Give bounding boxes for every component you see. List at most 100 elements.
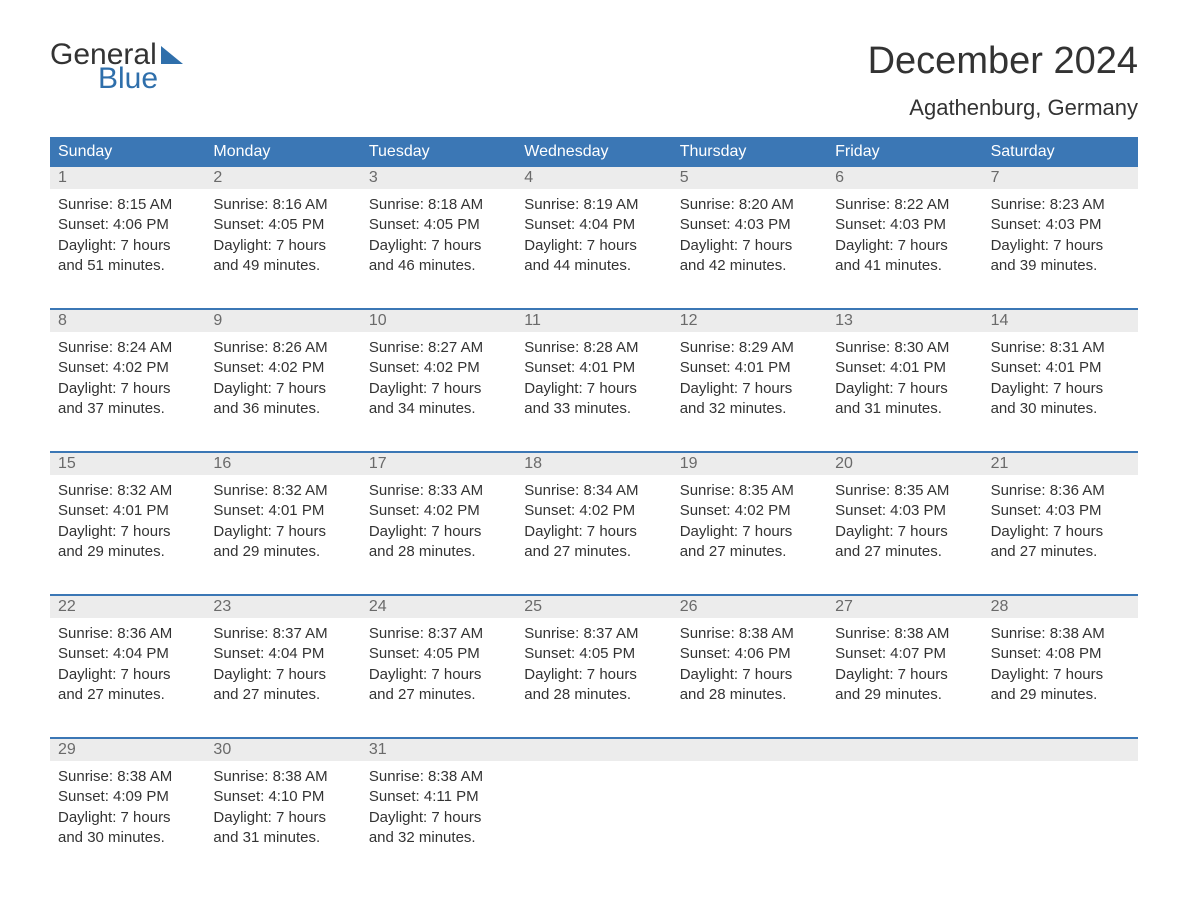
daylight-line-1: Daylight: 7 hours <box>991 665 1130 685</box>
sunrise-line: Sunrise: 8:37 AM <box>213 624 352 644</box>
calendar-cell <box>827 739 982 852</box>
calendar-cell: 26Sunrise: 8:38 AMSunset: 4:06 PMDayligh… <box>672 596 827 709</box>
calendar-week: 15Sunrise: 8:32 AMSunset: 4:01 PMDayligh… <box>50 451 1138 566</box>
cell-body: Sunrise: 8:20 AMSunset: 4:03 PMDaylight:… <box>672 189 827 280</box>
day-header: Sunday <box>50 137 205 167</box>
daylight-line-2: and 28 minutes. <box>369 542 508 562</box>
sunrise-line: Sunrise: 8:38 AM <box>680 624 819 644</box>
sunset-line: Sunset: 4:06 PM <box>58 215 197 235</box>
cell-body: Sunrise: 8:31 AMSunset: 4:01 PMDaylight:… <box>983 332 1138 423</box>
sunset-line: Sunset: 4:02 PM <box>680 501 819 521</box>
cell-body: Sunrise: 8:16 AMSunset: 4:05 PMDaylight:… <box>205 189 360 280</box>
day-header: Friday <box>827 137 982 167</box>
cell-body <box>672 761 827 771</box>
location: Agathenburg, Germany <box>868 95 1138 121</box>
calendar-cell: 17Sunrise: 8:33 AMSunset: 4:02 PMDayligh… <box>361 453 516 566</box>
day-number: 1 <box>58 169 67 186</box>
daynum-row: 13 <box>827 310 982 332</box>
sunrise-line: Sunrise: 8:32 AM <box>58 481 197 501</box>
calendar-cell: 8Sunrise: 8:24 AMSunset: 4:02 PMDaylight… <box>50 310 205 423</box>
daylight-line-2: and 33 minutes. <box>524 399 663 419</box>
daynum-row: 20 <box>827 453 982 475</box>
day-number: 15 <box>58 455 76 472</box>
calendar-cell: 1Sunrise: 8:15 AMSunset: 4:06 PMDaylight… <box>50 167 205 280</box>
cell-body: Sunrise: 8:35 AMSunset: 4:03 PMDaylight:… <box>827 475 982 566</box>
daylight-line-2: and 30 minutes. <box>58 828 197 848</box>
daynum-row: 3 <box>361 167 516 189</box>
daylight-line-1: Daylight: 7 hours <box>680 236 819 256</box>
cell-body: Sunrise: 8:22 AMSunset: 4:03 PMDaylight:… <box>827 189 982 280</box>
cell-body <box>827 761 982 771</box>
sunrise-line: Sunrise: 8:22 AM <box>835 195 974 215</box>
daynum-row: 29 <box>50 739 205 761</box>
sunset-line: Sunset: 4:03 PM <box>991 215 1130 235</box>
cell-body: Sunrise: 8:28 AMSunset: 4:01 PMDaylight:… <box>516 332 671 423</box>
cell-body: Sunrise: 8:38 AMSunset: 4:11 PMDaylight:… <box>361 761 516 852</box>
daynum-row: 27 <box>827 596 982 618</box>
calendar-cell <box>983 739 1138 852</box>
day-header: Wednesday <box>516 137 671 167</box>
day-number <box>524 741 528 758</box>
daynum-row: 28 <box>983 596 1138 618</box>
daylight-line-1: Daylight: 7 hours <box>680 522 819 542</box>
sunrise-line: Sunrise: 8:36 AM <box>58 624 197 644</box>
daylight-line-1: Daylight: 7 hours <box>524 665 663 685</box>
header: General Blue December 2024 Agathenburg, … <box>50 40 1138 129</box>
sunset-line: Sunset: 4:02 PM <box>369 358 508 378</box>
day-number: 13 <box>835 312 853 329</box>
calendar-cell: 28 Sunrise: 8:38 AMSunset: 4:08 PMDayligh… <box>983 596 1138 709</box>
daylight-line-1: Daylight: 7 hours <box>58 665 197 685</box>
daylight-line-1: Daylight: 7 hours <box>524 236 663 256</box>
sunset-line: Sunset: 4:05 PM <box>369 215 508 235</box>
daylight-line-1: Daylight: 7 hours <box>369 665 508 685</box>
calendar-cell: 18Sunrise: 8:34 AMSunset: 4:02 PMDayligh… <box>516 453 671 566</box>
daylight-line-2: and 36 minutes. <box>213 399 352 419</box>
sunset-line: Sunset: 4:05 PM <box>213 215 352 235</box>
daynum-row: 5 <box>672 167 827 189</box>
cell-body: Sunrise: 8:38 AMSunset: 4:08 PMDaylight:… <box>983 618 1138 709</box>
day-number: 11 <box>524 312 541 329</box>
calendar-cell: 25Sunrise: 8:37 AMSunset: 4:05 PMDayligh… <box>516 596 671 709</box>
cell-body: Sunrise: 8:26 AMSunset: 4:02 PMDaylight:… <box>205 332 360 423</box>
calendar: SundayMondayTuesdayWednesdayThursdayFrid… <box>50 137 1138 852</box>
daylight-line-2: and 29 minutes. <box>835 685 974 705</box>
cell-body: Sunrise: 8:38 AMSunset: 4:09 PMDaylight:… <box>50 761 205 852</box>
daylight-line-2: and 49 minutes. <box>213 256 352 276</box>
day-number: 6 <box>835 169 844 186</box>
sunset-line: Sunset: 4:03 PM <box>680 215 819 235</box>
sunrise-line: Sunrise: 8:38 AM <box>369 767 508 787</box>
day-number: 28 <box>991 598 1009 615</box>
calendar-cell: 24Sunrise: 8:37 AMSunset: 4:05 PMDayligh… <box>361 596 516 709</box>
day-number: 19 <box>680 455 698 472</box>
day-number: 7 <box>991 169 1000 186</box>
day-number: 18 <box>524 455 542 472</box>
daynum-row <box>827 739 982 761</box>
daylight-line-2: and 46 minutes. <box>369 256 508 276</box>
daylight-line-1: Daylight: 7 hours <box>213 522 352 542</box>
daynum-row: 24 <box>361 596 516 618</box>
daylight-line-1: Daylight: 7 hours <box>835 522 974 542</box>
daynum-row <box>516 739 671 761</box>
daylight-line-1: Daylight: 7 hours <box>835 379 974 399</box>
sunset-line: Sunset: 4:01 PM <box>58 501 197 521</box>
calendar-cell: 13Sunrise: 8:30 AMSunset: 4:01 PMDayligh… <box>827 310 982 423</box>
daylight-line-1: Daylight: 7 hours <box>369 379 508 399</box>
daynum-row: 9 <box>205 310 360 332</box>
daylight-line-2: and 42 minutes. <box>680 256 819 276</box>
sunset-line: Sunset: 4:11 PM <box>369 787 508 807</box>
day-number: 16 <box>213 455 231 472</box>
sunrise-line: Sunrise: 8:16 AM <box>213 195 352 215</box>
day-number: 22 <box>58 598 76 615</box>
cell-body: Sunrise: 8:36 AMSunset: 4:04 PMDaylight:… <box>50 618 205 709</box>
daynum-row: 1 <box>50 167 205 189</box>
calendar-cell: 22 Sunrise: 8:36 AMSunset: 4:04 PMDayligh… <box>50 596 205 709</box>
daylight-line-1: Daylight: 7 hours <box>58 522 197 542</box>
cell-body: Sunrise: 8:38 AMSunset: 4:06 PMDaylight:… <box>672 618 827 709</box>
sunrise-line: Sunrise: 8:38 AM <box>213 767 352 787</box>
day-headers: SundayMondayTuesdayWednesdayThursdayFrid… <box>50 137 1138 167</box>
daylight-line-2: and 41 minutes. <box>835 256 974 276</box>
sunrise-line: Sunrise: 8:23 AM <box>991 195 1130 215</box>
calendar-cell: 31Sunrise: 8:38 AMSunset: 4:11 PMDayligh… <box>361 739 516 852</box>
daynum-row: 22 <box>50 596 205 618</box>
sunset-line: Sunset: 4:01 PM <box>835 358 974 378</box>
